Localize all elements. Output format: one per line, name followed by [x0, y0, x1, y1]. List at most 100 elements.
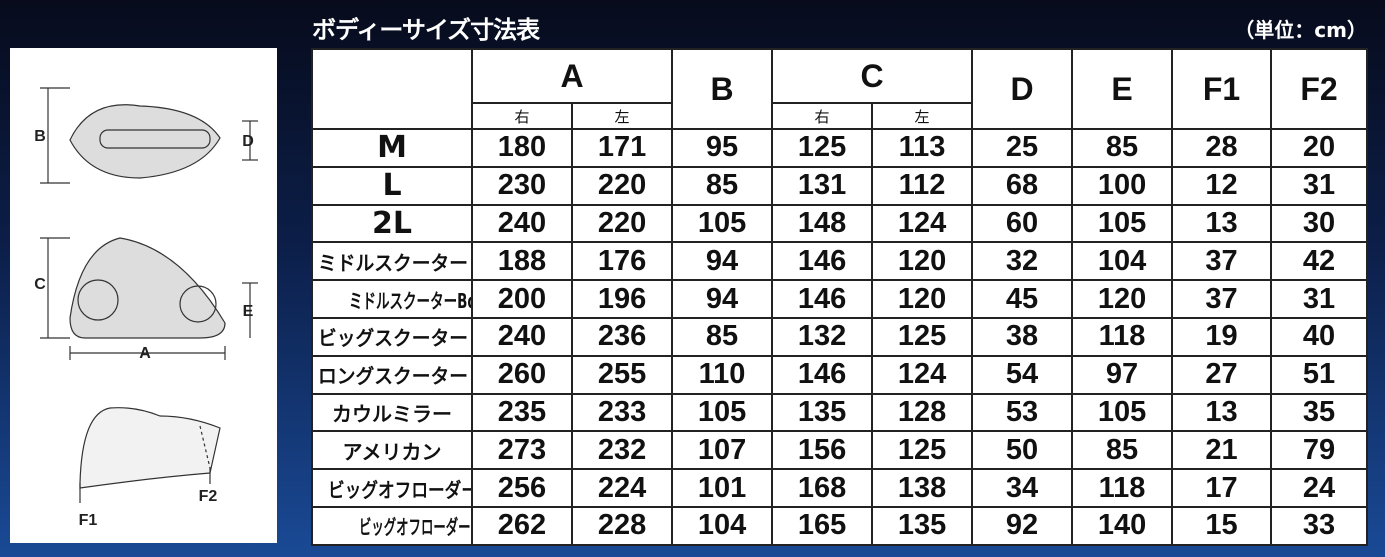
value-cell: 255 — [570, 354, 674, 395]
value-cell: 188 — [471, 241, 573, 282]
value-cell: 120 — [871, 279, 974, 319]
value-cell: 171 — [570, 128, 674, 168]
row-label: M — [311, 128, 473, 168]
value-cell: 125 — [871, 430, 974, 471]
row-label: 2L — [311, 203, 473, 244]
value-cell: 51 — [1270, 354, 1369, 395]
value-cell: 224 — [570, 468, 674, 508]
value-cell: 125 — [771, 128, 874, 168]
value-cell: 28 — [1171, 128, 1273, 168]
column-header: B — [671, 48, 774, 130]
value-cell: 20 — [1270, 128, 1369, 168]
value-cell: 256 — [471, 468, 573, 508]
value-cell: 19 — [1171, 316, 1273, 357]
row-label-text: ビッグスクーター — [318, 326, 468, 351]
title: ボディーサイズ寸法表 — [312, 16, 540, 44]
value-cell: 105 — [1071, 203, 1174, 244]
value-cell: 146 — [771, 279, 874, 319]
value-cell: 31 — [1270, 165, 1369, 206]
value-cell: 27 — [1171, 354, 1273, 395]
value-cell: 230 — [471, 165, 573, 206]
column-header: F2 — [1270, 48, 1369, 130]
value-cell: 165 — [771, 505, 874, 546]
value-cell: 124 — [871, 354, 974, 395]
column-header: D — [971, 48, 1074, 130]
value-cell: 156 — [771, 430, 874, 471]
row-label-text: ロングスクーター — [318, 364, 468, 389]
row-label: ミドルスクーター — [311, 241, 473, 282]
value-cell: 176 — [570, 241, 674, 282]
unit: （単位：cm） — [1234, 18, 1367, 42]
value-cell: 120 — [871, 241, 974, 282]
value-cell: 232 — [570, 430, 674, 471]
value-cell: 30 — [1270, 203, 1369, 244]
value-cell: 220 — [570, 203, 674, 244]
value-cell: 146 — [771, 241, 874, 282]
value-cell: 12 — [1171, 165, 1273, 206]
value-cell: 118 — [1071, 316, 1174, 357]
value-cell: 94 — [671, 279, 774, 319]
value-cell: 200 — [471, 279, 573, 319]
row-label-text: 2L — [372, 205, 412, 241]
value-cell: 40 — [1270, 316, 1369, 357]
dim-label: C — [34, 276, 46, 293]
value-cell: 233 — [570, 392, 674, 433]
row-label: ビッグオフローダーBox付 — [311, 505, 473, 546]
value-cell: 118 — [1071, 468, 1174, 508]
dim-label: F1 — [79, 512, 98, 529]
value-cell: 104 — [1071, 241, 1174, 282]
value-cell: 13 — [1171, 203, 1273, 244]
value-cell: 85 — [1071, 128, 1174, 168]
value-cell: 180 — [471, 128, 573, 168]
value-cell: 31 — [1270, 279, 1369, 319]
dim-label: F2 — [199, 488, 218, 505]
value-cell: 54 — [971, 354, 1074, 395]
value-cell: 13 — [1171, 392, 1273, 433]
value-cell: 138 — [871, 468, 974, 508]
value-cell: 33 — [1270, 505, 1369, 546]
value-cell: 32 — [971, 241, 1074, 282]
dim-label: B — [34, 128, 46, 145]
value-cell: 240 — [471, 203, 573, 244]
value-cell: 79 — [1270, 430, 1369, 471]
value-cell: 94 — [671, 241, 774, 282]
value-cell: 68 — [971, 165, 1074, 206]
dim-label: D — [242, 133, 254, 150]
size-table: A B C D E F1 F2 右左右左 M 180 171 95 125 113 25 85 28 20 L 230… — [311, 48, 1369, 546]
value-cell: 196 — [570, 279, 674, 319]
value-cell: 135 — [771, 392, 874, 433]
row-label-text: ビッグオフローダー — [328, 477, 472, 502]
row-label: ミドルスクーターBox付 — [311, 279, 473, 319]
value-cell: 53 — [971, 392, 1074, 433]
value-cell: 92 — [971, 505, 1074, 546]
value-cell: 120 — [1071, 279, 1174, 319]
row-label: ビッグスクーター — [311, 316, 473, 357]
value-cell: 38 — [971, 316, 1074, 357]
value-cell: 240 — [471, 316, 573, 357]
value-cell: 50 — [971, 430, 1074, 471]
value-cell: 273 — [471, 430, 573, 471]
column-header: E — [1071, 48, 1174, 130]
dim-label: A — [139, 345, 151, 362]
value-cell: 85 — [1071, 430, 1174, 471]
value-cell: 45 — [971, 279, 1074, 319]
row-label: アメリカン — [311, 430, 473, 471]
value-cell: 85 — [671, 316, 774, 357]
row-label: ビッグオフローダー — [311, 468, 473, 508]
column-header: A — [470, 48, 674, 104]
value-cell: 148 — [771, 203, 874, 244]
row-label-text: M — [377, 130, 407, 166]
column-subheader: 右 — [471, 102, 573, 130]
column-header: C — [771, 48, 974, 104]
value-cell: 113 — [871, 128, 974, 168]
value-cell: 60 — [971, 203, 1074, 244]
column-subheader: 左 — [871, 102, 974, 130]
value-cell: 146 — [771, 354, 874, 395]
row-label-text: アメリカン — [342, 439, 442, 464]
value-cell: 15 — [1171, 505, 1273, 546]
value-cell: 128 — [871, 392, 974, 433]
row-label: L — [311, 165, 473, 206]
column-subheader: 右 — [771, 102, 874, 130]
value-cell: 97 — [1071, 354, 1174, 395]
value-cell: 107 — [671, 430, 774, 471]
